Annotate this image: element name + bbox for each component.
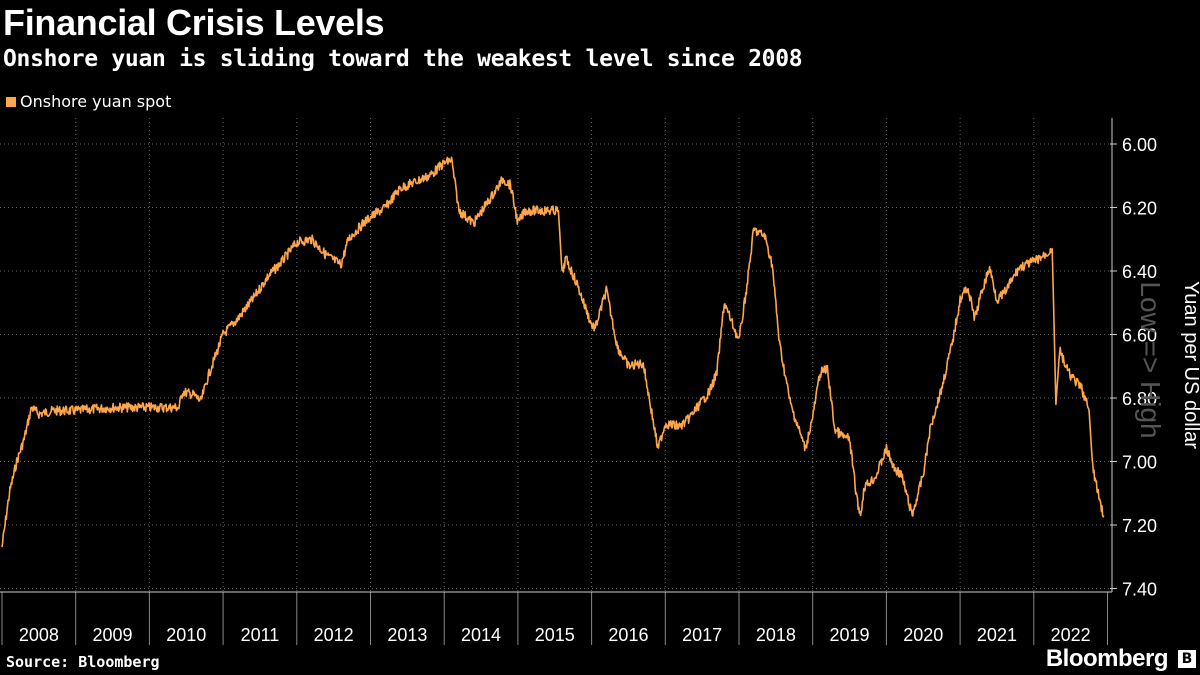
x-tick-label: 2015 bbox=[535, 625, 575, 645]
y-tick-label: 7.00 bbox=[1122, 453, 1157, 473]
grid-lines bbox=[0, 118, 1110, 592]
x-tick-label: 2022 bbox=[1051, 625, 1091, 645]
y-tick-label: 7.20 bbox=[1122, 516, 1157, 536]
series-line-onshore-yuan bbox=[1, 156, 1105, 548]
x-tick-label: 2012 bbox=[314, 625, 354, 645]
x-tick-label: 2011 bbox=[241, 625, 280, 645]
y-tick-label: 6.60 bbox=[1122, 326, 1157, 346]
x-tick-label: 2009 bbox=[93, 625, 133, 645]
x-tick-label: 2018 bbox=[756, 625, 796, 645]
source-note: Source: Bloomberg bbox=[6, 653, 160, 671]
chart-title: Financial Crisis Levels bbox=[3, 2, 385, 43]
y-tick-label: 6.80 bbox=[1122, 389, 1157, 409]
y-axis-note: Low => High bbox=[1135, 281, 1166, 438]
x-tick-label: 2016 bbox=[608, 625, 648, 645]
y-tick-label: 6.00 bbox=[1122, 135, 1157, 155]
legend-label: Onshore yuan spot bbox=[20, 92, 172, 111]
y-axis: 6.00 6.20 6.40 6.60 6.80 7.00 7.20 7.40 bbox=[1110, 118, 1157, 600]
x-tick-label: 2008 bbox=[19, 625, 59, 645]
x-tick-label: 2013 bbox=[387, 625, 427, 645]
x-tick-label: 2017 bbox=[682, 625, 722, 645]
bloomberg-icon: B bbox=[1178, 650, 1196, 668]
series-layer bbox=[1, 156, 1105, 548]
x-tick-label: 2021 bbox=[977, 625, 1017, 645]
x-tick-label: 2020 bbox=[903, 625, 943, 645]
y-tick-label: 6.20 bbox=[1122, 199, 1157, 219]
y-tick-label: 7.40 bbox=[1122, 580, 1157, 600]
brand-logo: Bloomberg bbox=[1045, 645, 1169, 672]
legend: Onshore yuan spot bbox=[6, 92, 171, 111]
chart-subtitle: Onshore yuan is sliding toward the weake… bbox=[3, 46, 803, 72]
x-tick-label: 2019 bbox=[830, 625, 870, 645]
x-tick-label: 2010 bbox=[166, 625, 206, 645]
y-axis-label: Yuan per US dollar bbox=[1180, 281, 1200, 449]
x-axis: 2008 2009 2010 2011 2012 2013 2014 2015 2016 2017… bbox=[0, 591, 1112, 645]
x-tick-label: 2014 bbox=[461, 625, 501, 645]
y-tick-label: 6.40 bbox=[1122, 262, 1157, 282]
legend-swatch bbox=[6, 96, 16, 107]
